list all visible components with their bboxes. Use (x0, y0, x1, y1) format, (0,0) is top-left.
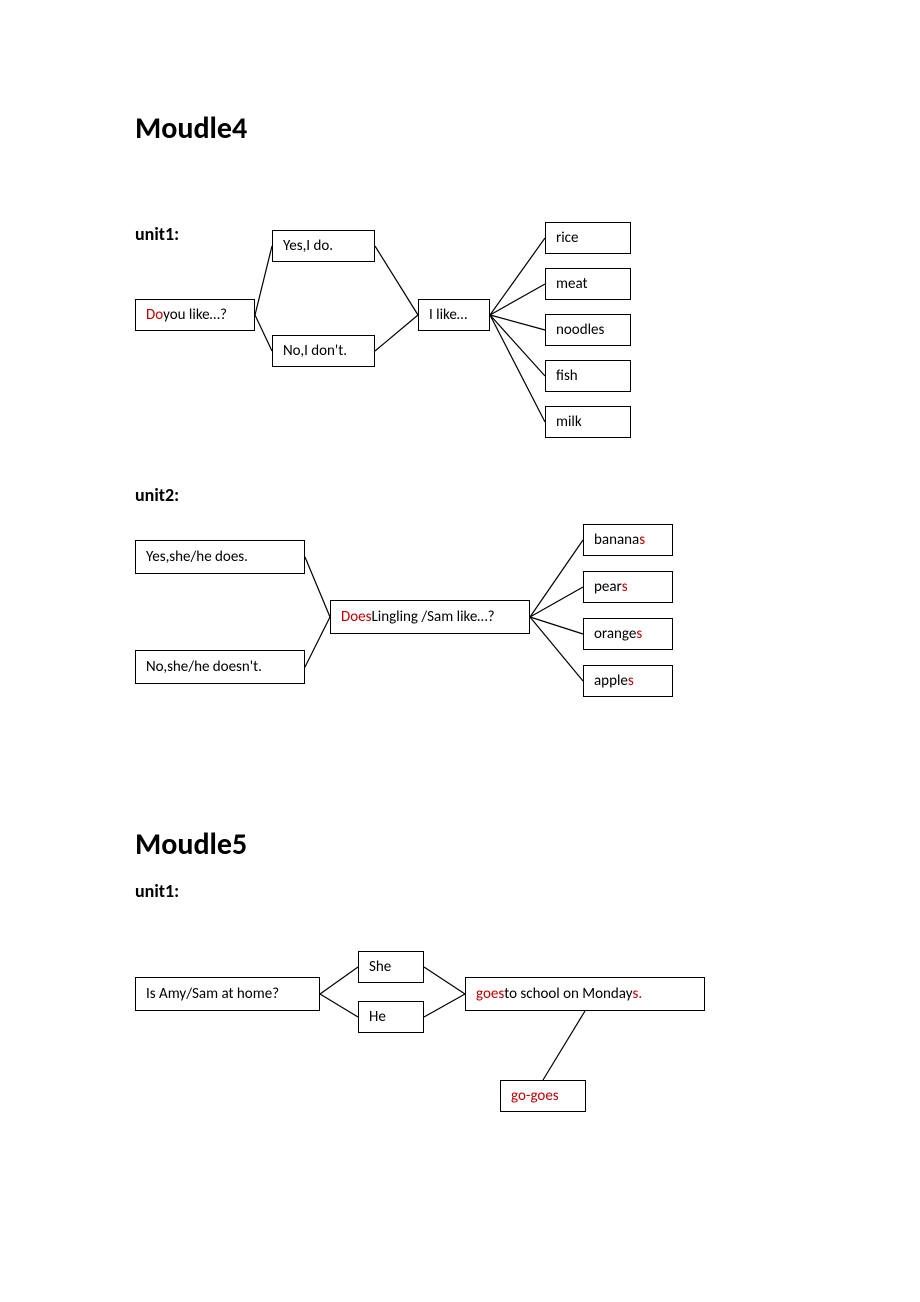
m4u1-node-yes-text: Yes,I do. (283, 237, 333, 255)
m4u2-node-apples: apples (583, 665, 673, 697)
m4u1-node-milk-text: milk (556, 413, 582, 431)
m4u1-node-fish: fish (545, 360, 631, 392)
m5u1-node-goes-text: s. (633, 985, 643, 1003)
module4-unit2-label: unit2: (135, 484, 179, 506)
m4u2-node-pears-text: pear (594, 578, 622, 596)
m5u1-node-he-text: He (369, 1008, 386, 1026)
m5u1-node-goes-text: goes (476, 985, 504, 1003)
module4-unit1-label: unit1: (135, 223, 179, 245)
m4u1-node-meat: meat (545, 268, 631, 300)
m5u1-node-goes-text: to school on Monday (504, 985, 632, 1003)
m4u2-node-q-text: Lingling /Sam like…? (371, 608, 494, 626)
m4u2-node-no: No,she/he doesn't. (135, 650, 305, 684)
m4u2-node-pears: pears (583, 571, 673, 603)
m4u1-node-milk: milk (545, 406, 631, 438)
m4u1-node-noodles-text: noodles (556, 321, 604, 339)
m4u2-node-apples-text: apple (594, 672, 628, 690)
m4u2-node-bananas-text: banana (594, 531, 639, 549)
m4u1-node-q-text: you like…? (163, 306, 227, 324)
module5-title: Moudle5 (135, 826, 247, 863)
m4u1-node-rice-text: rice (556, 229, 578, 247)
m4u1-node-q-text: Do (146, 306, 163, 324)
m4u1-node-yes: Yes,I do. (272, 230, 375, 262)
m4u2-node-yes-text: Yes,she/he does. (146, 548, 248, 566)
m4u1-node-no-text: No,I don't. (283, 342, 347, 360)
m4u2-node-pears-text: s (622, 578, 628, 596)
module4-title: Moudle4 (135, 110, 247, 147)
m4u1-node-ilike-text: I like… (429, 306, 467, 324)
m4u2-node-oranges-text: s (636, 625, 642, 643)
m4u2-node-oranges-text: orange (594, 625, 636, 643)
module5-unit1-label: unit1: (135, 880, 179, 902)
m4u1-node-fish-text: fish (556, 367, 578, 385)
m4u2-node-q: Does Lingling /Sam like…? (330, 600, 530, 634)
m5u1-node-q-text: Is Amy/Sam at home? (146, 985, 279, 1003)
m4u1-node-rice: rice (545, 222, 631, 254)
m4u2-node-no-text: No,she/he doesn't. (146, 658, 262, 676)
m4u1-node-no: No,I don't. (272, 335, 375, 367)
m4u2-node-apples-text: s (628, 672, 634, 690)
m4u2-node-bananas: bananas (583, 524, 673, 556)
m5u1-node-he: He (358, 1001, 424, 1033)
m4u2-node-yes: Yes,she/he does. (135, 540, 305, 574)
m5u1-node-gogoes-text: go-goes (511, 1087, 559, 1105)
m4u1-node-ilike: I like… (418, 299, 490, 331)
m5u1-node-q: Is Amy/Sam at home? (135, 977, 320, 1011)
m4u1-node-q: Do you like…? (135, 299, 255, 331)
m4u2-node-q-text: Does (341, 608, 371, 626)
m5u1-node-she-text: She (369, 958, 391, 976)
m4u2-node-oranges: oranges (583, 618, 673, 650)
m5u1-node-gogoes: go-goes (500, 1080, 586, 1112)
m5u1-node-she: She (358, 951, 424, 983)
m4u1-node-meat-text: meat (556, 275, 588, 293)
m5u1-node-goes: goes to school on Mondays. (465, 977, 705, 1011)
m4u2-node-bananas-text: s (639, 531, 645, 549)
m4u1-node-noodles: noodles (545, 314, 631, 346)
page: Moudle4 unit1: unit2: Moudle5 unit1: Do … (0, 0, 920, 1302)
